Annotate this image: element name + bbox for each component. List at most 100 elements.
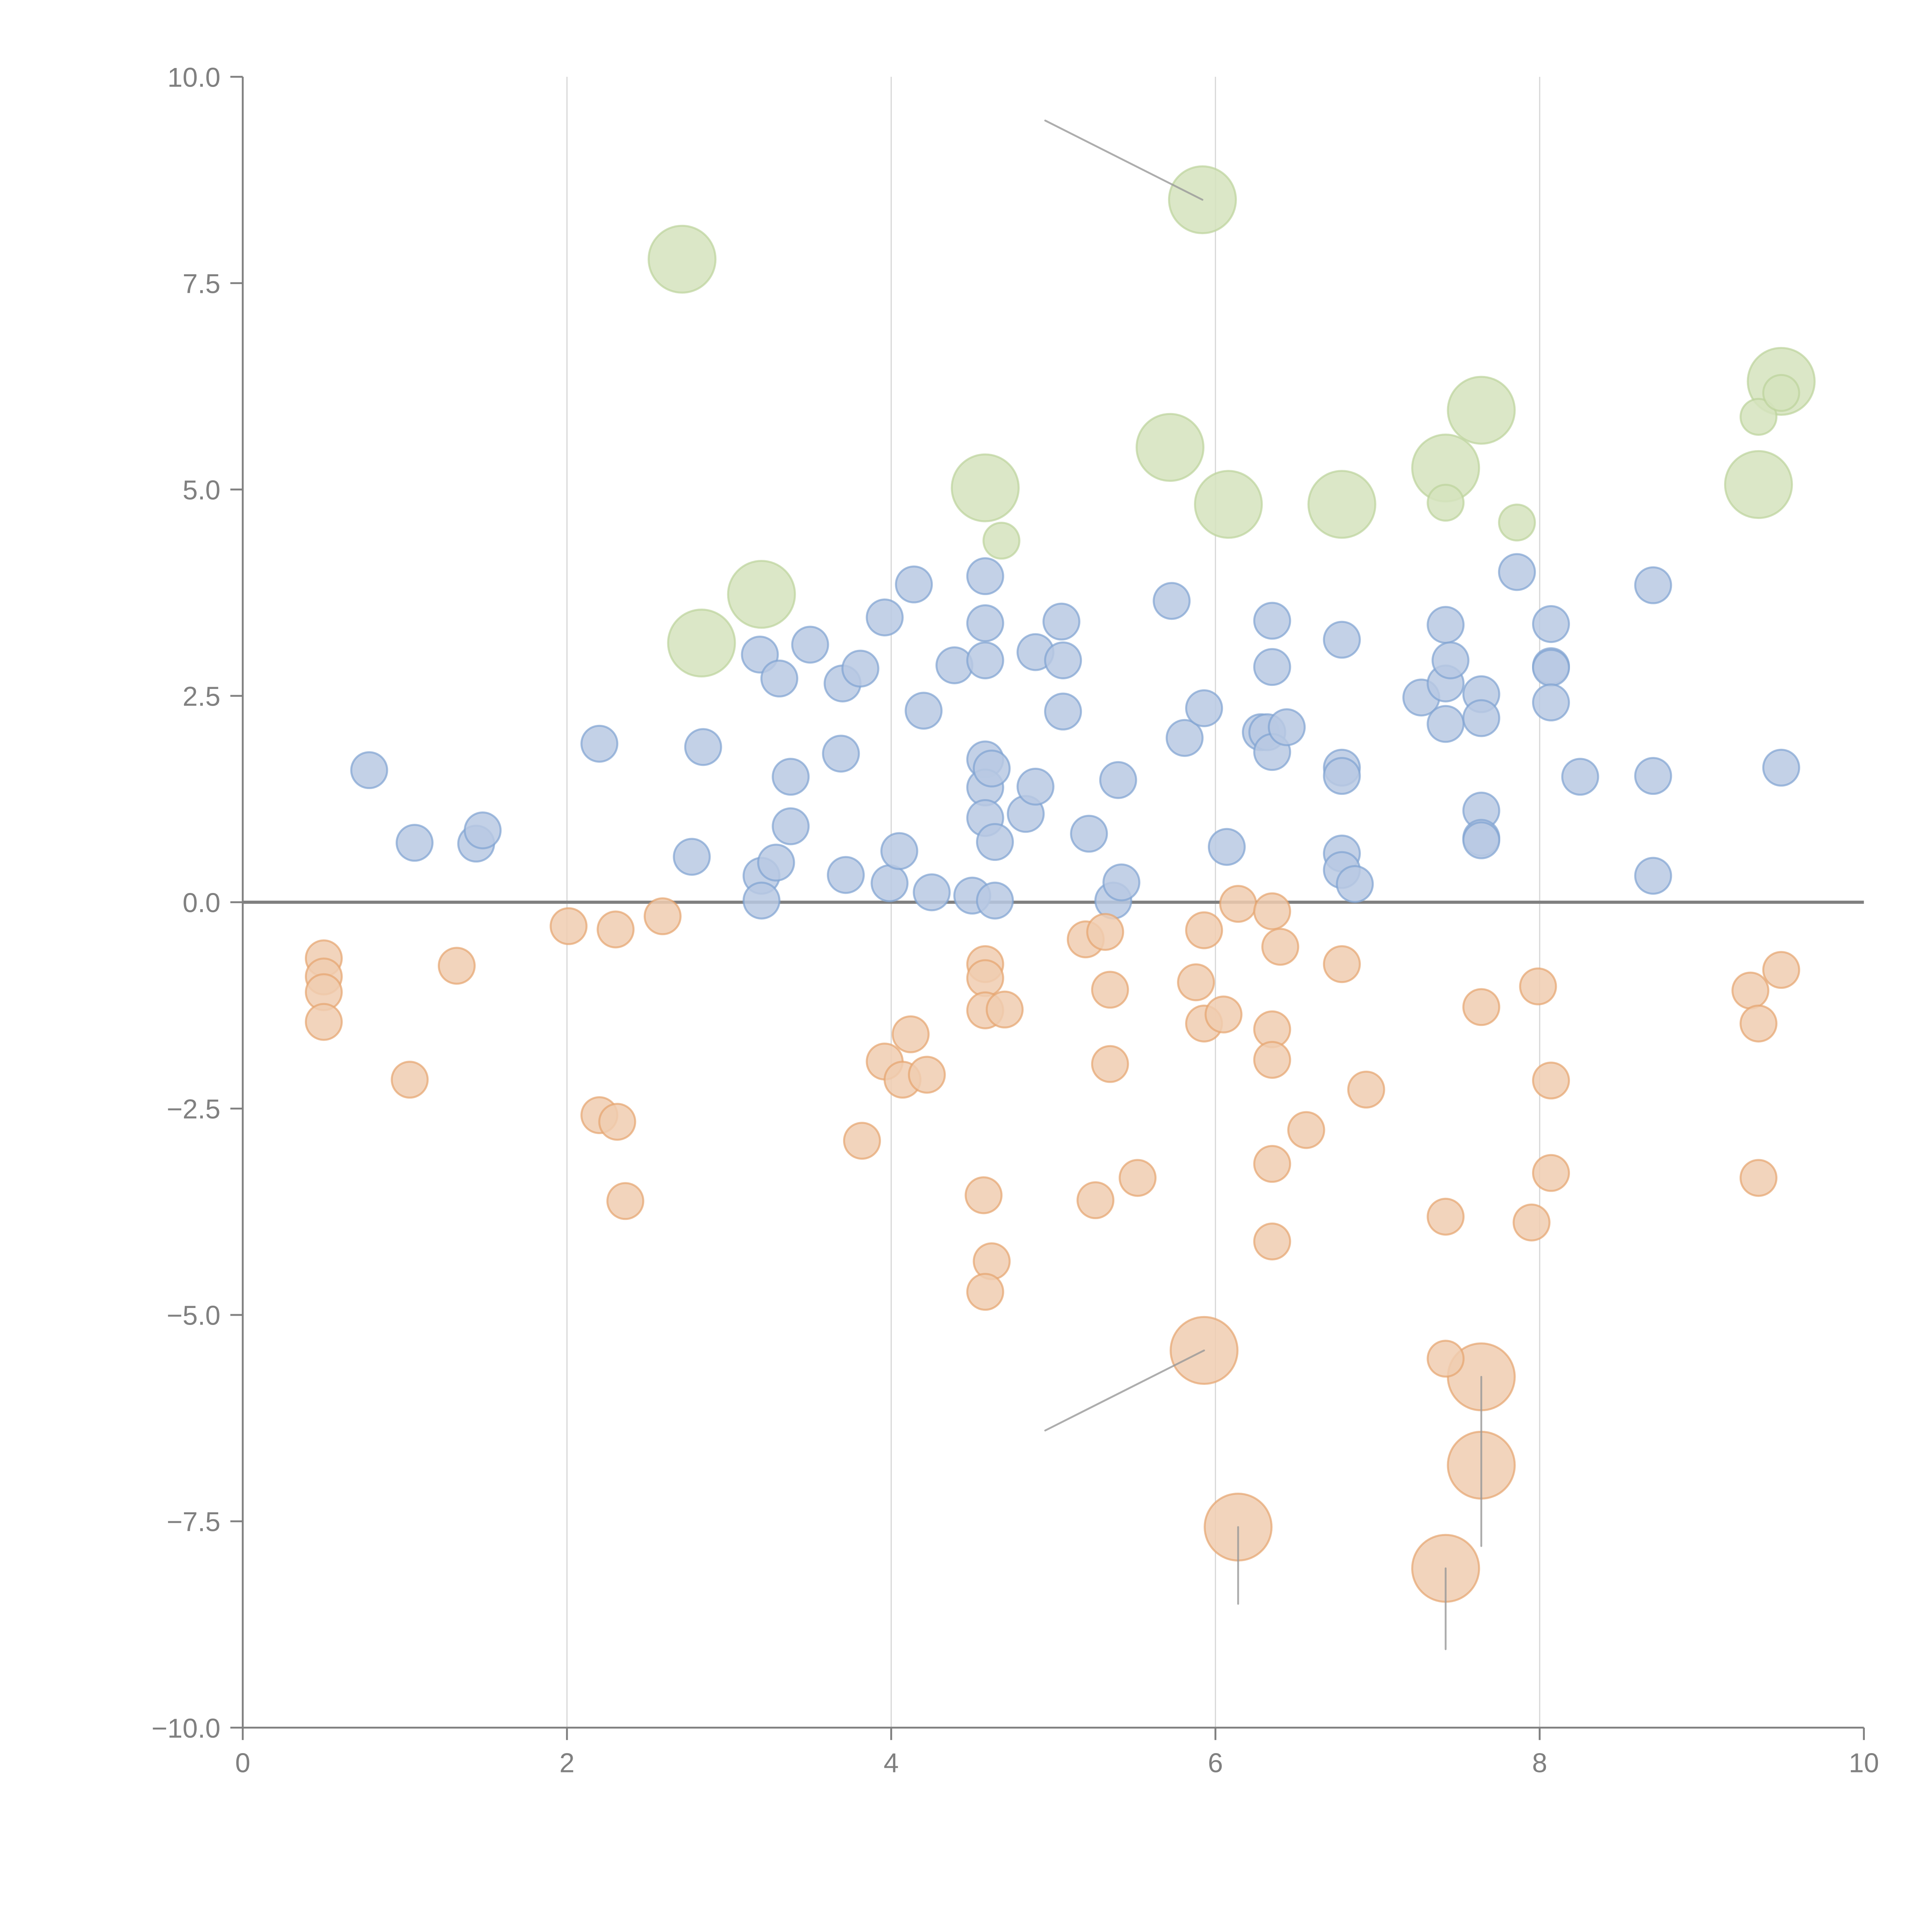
point-positive xyxy=(976,823,1014,861)
point-positive xyxy=(822,735,860,773)
point-negative xyxy=(1739,1159,1778,1197)
point-negative xyxy=(1177,963,1215,1002)
point-negative xyxy=(1532,1154,1570,1192)
point-negative xyxy=(597,910,635,949)
y-tick-label: −5.0 xyxy=(167,1300,220,1331)
annotation-leader-line xyxy=(1044,119,1204,201)
point-positive xyxy=(827,856,865,894)
point-negative xyxy=(973,1242,1011,1281)
point-positive xyxy=(1185,689,1223,727)
point-positive xyxy=(966,641,1004,680)
y-tick-label: 2.5 xyxy=(182,681,220,712)
point-positive xyxy=(1153,582,1191,620)
point-highlight xyxy=(667,609,736,678)
point-negative xyxy=(437,947,476,985)
point-negative xyxy=(304,1003,343,1041)
annotation-leaders xyxy=(1044,119,1482,1650)
point-positive xyxy=(464,811,502,850)
point-negative xyxy=(966,959,1004,997)
point-negative xyxy=(986,990,1024,1029)
point-highlight xyxy=(1447,376,1516,445)
y-tick-label: 5.0 xyxy=(182,474,220,505)
point-negative xyxy=(1739,1004,1778,1043)
point-negative xyxy=(843,1122,881,1160)
point-highlight xyxy=(951,453,1020,522)
point-positive xyxy=(772,758,810,796)
series-highlight xyxy=(648,165,1816,678)
point-negative xyxy=(391,1061,429,1099)
point-positive xyxy=(580,724,619,763)
x-ticks: 0 2 4 6 8 10 xyxy=(235,1728,1879,1778)
point-negative xyxy=(1347,1070,1385,1109)
point-negative xyxy=(1731,971,1770,1010)
point-highlight xyxy=(727,560,796,629)
point-negative xyxy=(1762,951,1800,989)
point-positive xyxy=(673,838,711,876)
point-positive xyxy=(1070,815,1108,853)
point-positive xyxy=(1532,605,1570,643)
point-negative xyxy=(1519,967,1557,1005)
y-ticks: 10.0 7.5 5.0 2.5 0.0 −2.5 −5.0 −7.5 −10.0 xyxy=(151,62,243,1743)
x-tick-label: 0 xyxy=(235,1748,250,1778)
point-positive xyxy=(895,565,933,604)
y-tick-label: 7.5 xyxy=(182,268,220,299)
point-positive xyxy=(1532,649,1570,687)
point-highlight xyxy=(1427,483,1465,522)
point-negative xyxy=(908,1056,946,1094)
point-negative xyxy=(1086,913,1124,951)
point-positive xyxy=(1462,821,1500,859)
annotation-leader-line xyxy=(1044,1349,1205,1432)
point-negative xyxy=(1091,1045,1129,1083)
point-positive xyxy=(905,692,943,730)
point-positive xyxy=(1253,602,1291,640)
point-positive xyxy=(1561,758,1599,796)
point-highlight xyxy=(1194,470,1263,539)
point-positive xyxy=(966,557,1004,595)
point-negative xyxy=(1185,911,1223,949)
point-negative xyxy=(1261,928,1299,966)
point-positive xyxy=(395,824,434,862)
point-negative xyxy=(1119,1159,1157,1197)
point-positive xyxy=(1323,621,1361,659)
point-negative xyxy=(1253,1145,1291,1183)
point-negative xyxy=(606,1182,645,1220)
point-positive xyxy=(1323,757,1361,795)
point-positive xyxy=(757,844,795,882)
point-negative xyxy=(1253,1041,1291,1079)
point-positive xyxy=(772,807,810,845)
point-positive xyxy=(866,598,904,636)
point-positive xyxy=(1016,767,1054,806)
point-positive xyxy=(1102,863,1141,901)
y-tick-label: −10.0 xyxy=(151,1713,220,1743)
axes: 10.0 7.5 5.0 2.5 0.0 −2.5 −5.0 −7.5 −10.0 0 2 4 6 8 1… xyxy=(151,62,1879,1778)
point-positive xyxy=(1762,748,1800,787)
point-positive xyxy=(880,832,918,870)
point-negative xyxy=(1091,971,1129,1009)
point-highlight xyxy=(1307,470,1376,539)
point-positive xyxy=(1336,865,1374,903)
x-tick-label: 4 xyxy=(884,1748,899,1778)
y-tick-label: 0.0 xyxy=(182,888,220,918)
point-positive xyxy=(1634,757,1672,795)
point-highlight xyxy=(1724,450,1793,519)
point-positive xyxy=(1044,692,1082,731)
point-positive xyxy=(1462,699,1500,737)
point-negative xyxy=(1532,1061,1570,1100)
point-negative xyxy=(891,1015,930,1053)
point-negative xyxy=(1253,892,1291,930)
point-negative xyxy=(1253,1222,1291,1260)
point-positive xyxy=(913,873,951,912)
point-positive xyxy=(1253,648,1291,686)
point-negative xyxy=(1204,995,1243,1034)
point-positive xyxy=(350,751,388,789)
point-negative xyxy=(1512,1203,1551,1242)
point-negative xyxy=(1427,1340,1465,1378)
point-highlight xyxy=(1135,413,1205,482)
point-positive xyxy=(1044,641,1082,680)
point-negative xyxy=(966,1273,1004,1311)
y-tick-label: −2.5 xyxy=(167,1094,220,1124)
point-positive xyxy=(1498,553,1536,591)
point-highlight xyxy=(1498,503,1536,542)
series-negative xyxy=(304,885,1800,1603)
